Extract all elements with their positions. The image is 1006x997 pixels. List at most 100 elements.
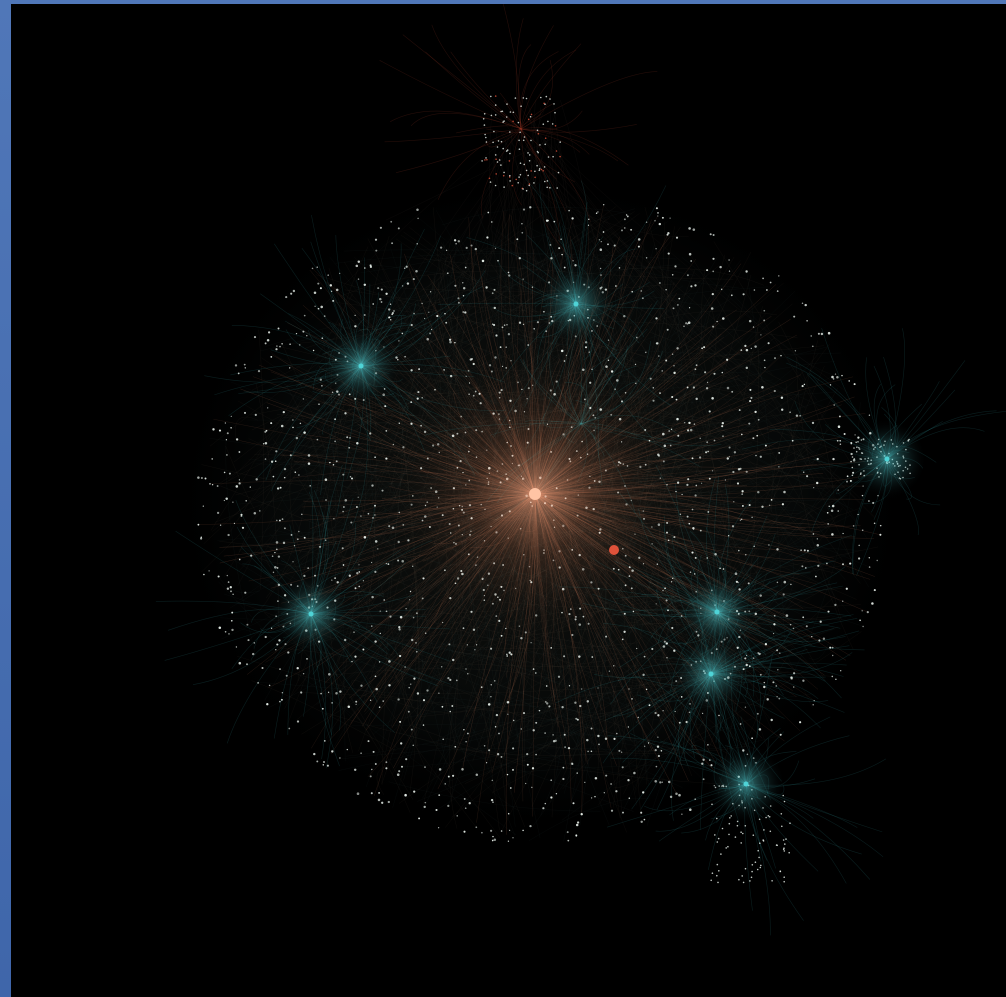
graph-node — [554, 739, 557, 742]
graph-edge — [311, 620, 599, 705]
graph-node — [342, 564, 345, 566]
graph-node — [521, 231, 524, 234]
graph-node — [868, 557, 870, 559]
graph-node — [673, 365, 675, 367]
graph-node — [209, 483, 211, 485]
graph-edge — [529, 583, 667, 731]
graph-node — [240, 513, 243, 516]
graph-node — [738, 878, 740, 881]
graph-node — [762, 840, 765, 842]
graph-node — [407, 710, 410, 713]
graph-node — [275, 649, 277, 651]
graph-node — [777, 669, 779, 671]
graph-node — [745, 348, 749, 352]
graph-node — [690, 285, 693, 288]
graph-node — [257, 682, 259, 684]
graph-node — [574, 701, 577, 704]
graph-node — [628, 797, 631, 799]
graph-node — [491, 779, 494, 782]
graph-node — [229, 586, 232, 589]
graph-node — [654, 711, 657, 715]
graph-node — [428, 311, 430, 313]
graph-node — [512, 747, 515, 750]
graph-node — [382, 700, 384, 702]
graph-node — [871, 602, 874, 605]
graph-edge — [537, 744, 748, 754]
graph-node — [522, 139, 525, 142]
graph-node — [692, 386, 695, 389]
graph-node — [781, 503, 785, 506]
graph-edge — [418, 124, 514, 416]
graph-node — [533, 182, 535, 184]
graph-node — [324, 478, 328, 481]
graph-edge — [350, 680, 380, 705]
graph-edge — [396, 128, 522, 173]
graph-node — [435, 808, 438, 812]
graph-node — [747, 582, 750, 585]
graph-node — [416, 243, 418, 245]
graph-node — [538, 169, 541, 172]
graph-node — [846, 480, 848, 483]
graph-node — [557, 171, 560, 174]
graph-node — [416, 208, 419, 212]
graph-node — [644, 745, 646, 747]
graph-node — [838, 415, 841, 418]
graph-node — [398, 654, 402, 658]
graph-edge — [570, 535, 716, 803]
graph-node — [493, 323, 496, 327]
graph-node — [445, 249, 448, 251]
graph-node — [415, 270, 418, 273]
graph-node — [562, 777, 565, 781]
graph-node — [538, 709, 541, 712]
graph-node — [379, 297, 382, 301]
graph-node — [685, 322, 688, 325]
graph-node — [356, 572, 359, 575]
graph-node — [497, 140, 500, 142]
graph-node — [558, 247, 561, 250]
graph-node — [518, 176, 520, 178]
graph-node — [451, 705, 454, 707]
graph-edge — [520, 107, 869, 507]
graph-node — [713, 372, 716, 375]
graph-node — [323, 761, 325, 763]
graph-node — [342, 473, 345, 476]
graph-edge — [630, 270, 829, 410]
graph-node — [750, 347, 752, 350]
graph-node — [289, 343, 291, 346]
graph-node — [506, 653, 508, 656]
graph-node — [281, 343, 283, 345]
graph-edge — [385, 138, 552, 221]
graph-node — [412, 744, 414, 746]
graph-node — [654, 780, 657, 783]
graph-node — [803, 549, 806, 552]
graph-node — [873, 522, 876, 525]
graph-node — [547, 219, 549, 222]
graph-node — [731, 525, 735, 528]
graph-node — [603, 792, 605, 794]
graph-node — [716, 817, 718, 820]
graph-node — [764, 366, 766, 369]
graph-node — [334, 440, 336, 443]
graph-node — [767, 342, 770, 345]
graph-node — [529, 206, 532, 209]
graph-node — [706, 269, 709, 272]
graph-node — [274, 566, 277, 569]
graph-edge — [517, 179, 819, 441]
graph-node — [358, 564, 360, 566]
graph-node — [235, 485, 239, 488]
graph-node — [506, 700, 510, 704]
graph-node — [462, 627, 465, 630]
graph-node — [507, 713, 509, 715]
graph-node — [698, 456, 702, 459]
graph-node — [711, 872, 714, 874]
graph-edge — [303, 692, 684, 753]
graph-node — [491, 839, 494, 842]
graph-node — [586, 738, 589, 742]
graph-node — [417, 391, 420, 394]
graph-node — [379, 226, 382, 229]
graph-node — [238, 482, 241, 485]
graph-edge — [749, 606, 792, 645]
graph-node — [412, 278, 415, 281]
graph-node — [451, 658, 455, 662]
graph-node — [839, 443, 842, 446]
